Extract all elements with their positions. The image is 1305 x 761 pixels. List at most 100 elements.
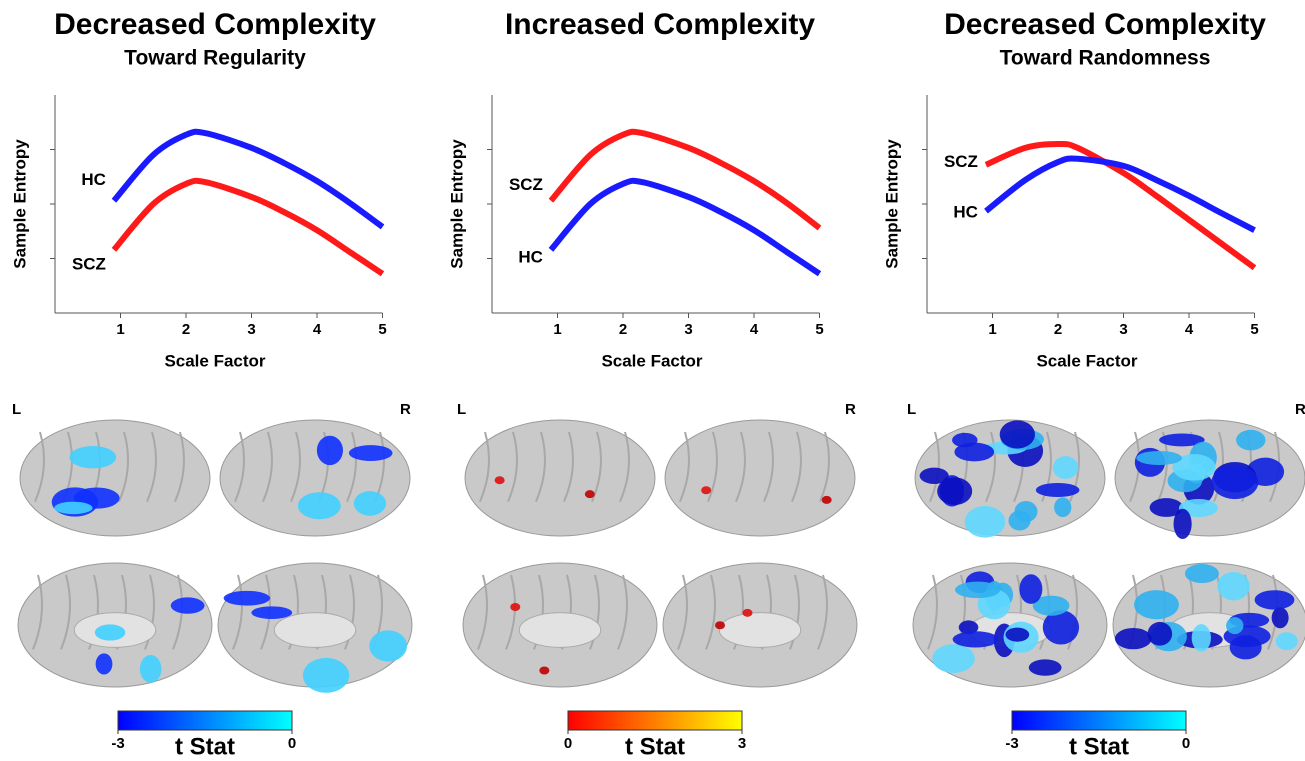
activation (303, 658, 349, 693)
activation (1053, 456, 1079, 479)
x-tick-label: 2 (182, 321, 190, 338)
chart-title: Decreased Complexity (54, 8, 376, 41)
x-tick-label: 5 (378, 321, 386, 338)
activation (1029, 659, 1062, 675)
activation (701, 486, 711, 494)
x-tick-label: 4 (750, 321, 759, 338)
colorbar-tick-label: 3 (738, 735, 746, 752)
activation (715, 621, 725, 629)
activation (822, 496, 832, 504)
x-tick-label: 3 (684, 321, 692, 338)
brain-view (1115, 420, 1305, 539)
hemisphere-label: L (457, 401, 466, 418)
activation (585, 490, 595, 498)
series-label: HC (953, 203, 978, 222)
hemisphere-label: R (845, 401, 856, 418)
colorbar-label: t Stat (625, 733, 685, 760)
activation (1136, 451, 1182, 465)
activation (1134, 590, 1179, 619)
activation (369, 630, 407, 661)
y-axis-label: Sample Entropy (10, 139, 29, 269)
hemisphere-label: R (400, 401, 411, 418)
activation (953, 631, 999, 647)
activation (932, 644, 975, 673)
y-axis-label: Sample Entropy (882, 139, 901, 269)
colorbar-tick-label: 0 (564, 735, 572, 752)
activation (1115, 628, 1152, 649)
activation (495, 476, 505, 484)
activation (1019, 574, 1042, 604)
brain-midline (719, 613, 800, 648)
activation (1236, 430, 1265, 451)
activation (298, 492, 341, 519)
brain-midline (274, 613, 355, 648)
colorbar-tick-label: -3 (1005, 735, 1018, 752)
activation (1005, 628, 1029, 642)
activation (510, 603, 520, 611)
activation (955, 582, 1000, 599)
x-tick-label: 3 (1119, 321, 1127, 338)
brain-view (18, 563, 212, 687)
activation (1217, 572, 1249, 600)
activation (171, 597, 205, 613)
chart-subtitle: Toward Randomness (1000, 47, 1211, 70)
activation (251, 606, 292, 619)
activation (1036, 483, 1080, 497)
activation (349, 445, 393, 461)
activation (1054, 498, 1071, 518)
activation (140, 655, 162, 683)
activation (354, 491, 386, 516)
colorbar-label: t Stat (1069, 733, 1129, 760)
activation (1148, 622, 1173, 646)
activation (96, 653, 113, 674)
brain-view (913, 563, 1107, 687)
x-axis-label: Scale Factor (601, 351, 702, 370)
activation (1211, 465, 1258, 499)
series-label: SCZ (72, 254, 106, 273)
brain-view (915, 420, 1105, 538)
activation (954, 443, 994, 462)
x-tick-label: 2 (1054, 321, 1062, 338)
activation (920, 468, 949, 484)
x-tick-label: 3 (247, 321, 255, 338)
activation (1014, 501, 1037, 522)
brain-view (1113, 563, 1305, 687)
hemisphere-label: R (1295, 401, 1305, 418)
colorbar-tick-label: 0 (288, 735, 296, 752)
series-label: HC (81, 170, 106, 189)
colorbar-tick-label: -3 (111, 735, 124, 752)
brain-view (20, 420, 210, 536)
activation (1192, 624, 1211, 651)
activation (1255, 590, 1295, 609)
chart-title: Increased Complexity (505, 8, 815, 41)
series-label: SCZ (509, 175, 543, 194)
activation (742, 609, 752, 617)
x-tick-label: 4 (1185, 321, 1194, 338)
x-tick-label: 5 (1250, 321, 1258, 338)
series-label: SCZ (944, 152, 978, 171)
activation (317, 436, 343, 465)
chart-title: Decreased Complexity (944, 8, 1266, 41)
activation (1272, 607, 1289, 628)
brain-view (663, 563, 857, 687)
x-axis-label: Scale Factor (1036, 351, 1137, 370)
activation (1276, 632, 1298, 650)
brain-view (218, 563, 412, 693)
brain-view (665, 420, 855, 536)
series-line (551, 132, 820, 228)
activation (95, 624, 125, 640)
x-tick-label: 5 (815, 321, 823, 338)
colorbar (1012, 711, 1186, 730)
x-tick-label: 1 (116, 321, 124, 338)
figure: Decreased Complexity Toward Regularity 1 2 3… (0, 0, 1305, 761)
brain-view (463, 563, 657, 687)
activation (1226, 617, 1243, 634)
activation (1185, 564, 1219, 583)
brain-view (220, 420, 410, 536)
x-tick-label: 1 (988, 321, 996, 338)
activation (224, 591, 270, 606)
chart-subtitle: Toward Regularity (124, 47, 306, 70)
activation (1000, 420, 1035, 448)
activation (965, 506, 1006, 538)
activation (54, 502, 92, 514)
